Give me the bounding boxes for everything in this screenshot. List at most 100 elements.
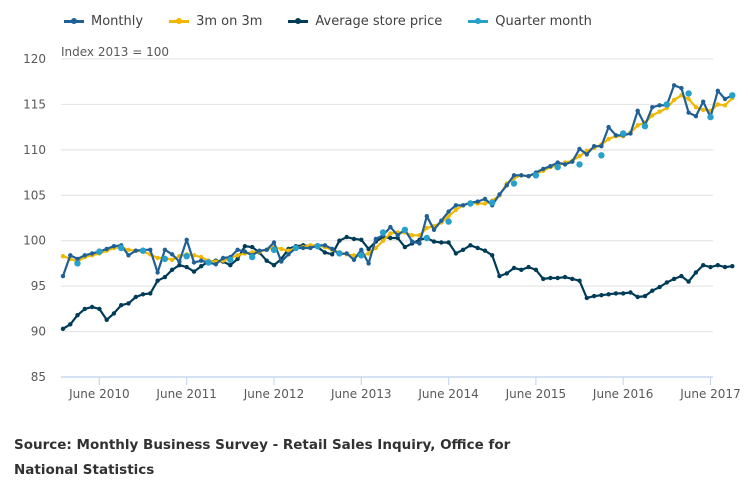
data-point[interactable] xyxy=(446,240,451,245)
data-point[interactable] xyxy=(75,256,80,262)
data-point[interactable] xyxy=(635,123,640,128)
data-point[interactable] xyxy=(111,244,117,249)
data-point[interactable] xyxy=(511,265,517,271)
data-point[interactable] xyxy=(708,264,713,270)
data-point[interactable] xyxy=(599,293,604,298)
data-point[interactable] xyxy=(249,253,256,261)
data-point[interactable] xyxy=(613,133,619,138)
data-point[interactable] xyxy=(657,109,662,114)
data-point[interactable] xyxy=(169,252,175,257)
data-point[interactable] xyxy=(475,199,480,204)
data-point[interactable] xyxy=(286,248,291,253)
data-point[interactable] xyxy=(701,107,706,113)
data-point[interactable] xyxy=(715,88,720,94)
data-point[interactable] xyxy=(510,180,518,187)
data-point[interactable] xyxy=(598,152,605,159)
data-point[interactable] xyxy=(657,284,662,290)
data-point[interactable] xyxy=(577,146,582,152)
data-point[interactable] xyxy=(635,294,640,300)
data-point[interactable] xyxy=(366,251,371,256)
data-point[interactable] xyxy=(671,97,677,103)
data-point[interactable] xyxy=(584,152,589,157)
data-point[interactable] xyxy=(701,263,706,268)
data-point[interactable] xyxy=(446,209,451,214)
data-point[interactable] xyxy=(104,246,109,252)
data-point[interactable] xyxy=(68,253,73,258)
data-point[interactable] xyxy=(118,244,125,252)
data-point[interactable] xyxy=(693,270,699,275)
data-point[interactable] xyxy=(671,276,677,282)
data-point[interactable] xyxy=(148,247,153,252)
data-point[interactable] xyxy=(402,244,408,250)
data-point[interactable] xyxy=(715,263,720,268)
data-point[interactable] xyxy=(388,224,393,230)
data-point[interactable] xyxy=(591,293,597,299)
data-point[interactable] xyxy=(482,201,488,206)
data-point[interactable] xyxy=(380,238,386,243)
data-point[interactable] xyxy=(199,258,204,263)
data-point[interactable] xyxy=(155,255,160,261)
data-point[interactable] xyxy=(657,103,662,108)
data-point[interactable] xyxy=(358,252,365,259)
data-point[interactable] xyxy=(82,306,88,312)
data-point[interactable] xyxy=(373,245,378,251)
data-point[interactable] xyxy=(292,244,299,252)
data-point[interactable] xyxy=(490,253,495,258)
data-point[interactable] xyxy=(628,131,633,136)
data-point[interactable] xyxy=(183,253,190,260)
data-point[interactable] xyxy=(161,255,169,263)
data-point[interactable] xyxy=(417,241,422,246)
data-point[interactable] xyxy=(635,108,640,114)
data-point[interactable] xyxy=(423,234,430,242)
data-point[interactable] xyxy=(351,236,357,242)
data-point[interactable] xyxy=(366,246,371,252)
data-point[interactable] xyxy=(351,253,357,258)
data-point[interactable] xyxy=(322,250,328,255)
data-point[interactable] xyxy=(379,229,387,236)
data-point[interactable] xyxy=(89,304,95,310)
data-point[interactable] xyxy=(264,247,269,252)
data-point[interactable] xyxy=(169,257,175,262)
data-point[interactable] xyxy=(191,260,197,265)
data-point[interactable] xyxy=(424,214,429,219)
data-point[interactable] xyxy=(497,273,502,279)
data-point[interactable] xyxy=(489,199,496,206)
data-point[interactable] xyxy=(460,203,466,208)
data-point[interactable] xyxy=(271,263,277,268)
data-point[interactable] xyxy=(497,192,502,197)
data-point[interactable] xyxy=(191,269,197,274)
data-point[interactable] xyxy=(730,264,735,269)
data-point[interactable] xyxy=(555,160,560,165)
data-point[interactable] xyxy=(97,306,102,312)
data-point[interactable] xyxy=(663,101,670,108)
data-point[interactable] xyxy=(707,113,714,121)
data-point[interactable] xyxy=(519,173,524,178)
data-point[interactable] xyxy=(679,273,684,279)
data-point[interactable] xyxy=(279,259,284,264)
data-point[interactable] xyxy=(250,244,255,250)
data-point[interactable] xyxy=(532,172,540,179)
data-point[interactable] xyxy=(439,218,444,223)
data-point[interactable] xyxy=(620,130,627,137)
data-point[interactable] xyxy=(119,303,124,308)
data-point[interactable] xyxy=(140,292,146,297)
data-point[interactable] xyxy=(641,123,649,130)
data-point[interactable] xyxy=(148,291,153,296)
data-point[interactable] xyxy=(126,253,131,258)
data-point[interactable] xyxy=(576,161,583,168)
data-point[interactable] xyxy=(126,301,131,306)
data-point[interactable] xyxy=(584,295,589,301)
data-point[interactable] xyxy=(162,274,168,280)
data-point[interactable] xyxy=(722,264,728,270)
data-point[interactable] xyxy=(729,92,736,99)
data-point[interactable] xyxy=(577,154,582,159)
data-point[interactable] xyxy=(475,245,480,251)
data-point[interactable] xyxy=(220,255,226,261)
data-point[interactable] xyxy=(570,159,575,164)
data-point[interactable] xyxy=(351,257,357,262)
data-point[interactable] xyxy=(548,275,553,281)
data-point[interactable] xyxy=(89,251,95,256)
data-point[interactable] xyxy=(104,317,109,322)
data-point[interactable] xyxy=(227,256,234,263)
data-point[interactable] xyxy=(577,278,582,283)
